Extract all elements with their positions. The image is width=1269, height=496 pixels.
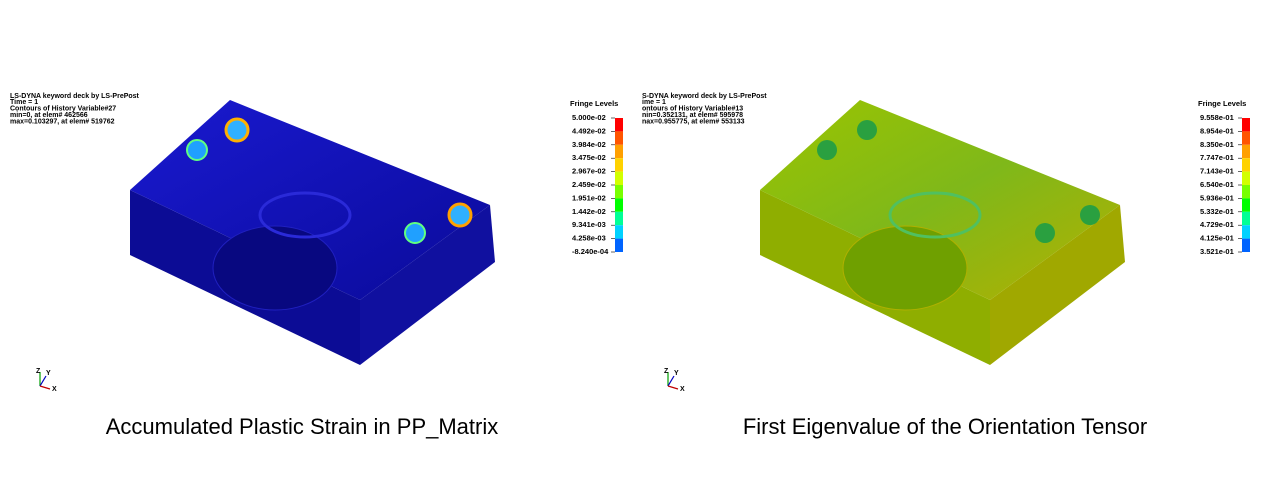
legend-swatch	[1242, 171, 1250, 185]
triad-label: Y	[46, 370, 51, 377]
part-render-orientation	[760, 100, 1125, 365]
legend-level: 3.475e-02	[572, 153, 606, 162]
legend-swatch	[1242, 131, 1250, 145]
triad-axis	[667, 385, 679, 390]
caption: Accumulated Plastic Strain in PP_Matrix	[106, 414, 499, 439]
legend-swatch	[615, 171, 623, 185]
legend-swatch	[1242, 225, 1250, 239]
legend-level: 3.984e-02	[572, 140, 606, 149]
legend-swatch	[615, 185, 623, 199]
legend-level: 5.936e-01	[1200, 193, 1234, 202]
legend-level: 4.492e-02	[572, 126, 606, 135]
legend-title: Fringe Levels	[1198, 99, 1246, 108]
legend-level: 3.521e-01	[1200, 247, 1234, 256]
legend-level: 4.258e-03	[572, 234, 606, 243]
legend-swatch	[1242, 118, 1250, 132]
legend-level: 8.350e-01	[1200, 140, 1234, 149]
legend-level: 4.125e-01	[1200, 234, 1234, 243]
legend-swatch	[615, 198, 623, 212]
header-line: max=0.103297, at elem# 519762	[10, 118, 115, 125]
legend-swatch	[615, 131, 623, 145]
caption: First Eigenvalue of the Orientation Tens…	[743, 414, 1147, 439]
legend-level: 5.000e-02	[572, 113, 606, 122]
legend-swatch	[1242, 158, 1250, 172]
legend-level: -8.240e-04	[572, 247, 609, 256]
legend-level: 7.747e-01	[1200, 153, 1234, 162]
triad-axis	[667, 375, 675, 387]
header-line: ontours of History Variable#13	[642, 106, 743, 113]
legend-level: 1.951e-02	[572, 193, 606, 202]
triad-axis	[39, 375, 47, 387]
legend-swatch	[1242, 211, 1250, 226]
header-line: min=0, at elem# 462566	[10, 112, 88, 119]
part-render-strain	[130, 100, 495, 365]
header-line: S-DYNA keyword deck by LS-PrePost	[642, 93, 767, 100]
legend-swatch	[1242, 198, 1250, 212]
triad-label: X	[680, 386, 685, 393]
legend-swatch	[615, 211, 623, 226]
legend-swatch	[615, 238, 623, 252]
legend-level: 2.967e-02	[572, 167, 606, 176]
legend-title: Fringe Levels	[570, 99, 618, 108]
legend-level: 4.729e-01	[1200, 220, 1234, 229]
legend-swatch	[615, 118, 623, 132]
legend-level: 5.332e-01	[1200, 207, 1234, 216]
header-line: nin=0.352131, at elem# 595978	[642, 112, 743, 119]
triad-axis	[39, 385, 51, 390]
legend-level: 9.341e-03	[572, 220, 606, 229]
legend-level: 7.143e-01	[1200, 167, 1234, 176]
header-line: ime = 1	[642, 99, 666, 106]
legend-level: 2.459e-02	[572, 180, 606, 189]
header-line: LS-DYNA keyword deck by LS-PrePost	[10, 93, 140, 100]
legend-swatch	[1242, 144, 1250, 159]
legend-swatch	[615, 225, 623, 239]
legend-swatch	[615, 158, 623, 172]
legend-level: 1.442e-02	[572, 207, 606, 216]
legend-level: 9.558e-01	[1200, 113, 1234, 122]
triad-label: X	[52, 386, 57, 393]
legend-level: 8.954e-01	[1200, 126, 1234, 135]
legend-swatch	[1242, 238, 1250, 252]
legend-swatch	[1242, 185, 1250, 199]
legend-level: 6.540e-01	[1200, 180, 1234, 189]
triad-label: Y	[674, 370, 679, 377]
header-line: Contours of History Variable#27	[10, 106, 116, 113]
triad-label: Z	[664, 368, 669, 375]
header-line: Time = 1	[10, 99, 38, 106]
header-line: nax=0.955775, at elem# 553133	[642, 118, 745, 125]
legend-swatch	[615, 144, 623, 159]
triad-label: Z	[36, 368, 41, 375]
